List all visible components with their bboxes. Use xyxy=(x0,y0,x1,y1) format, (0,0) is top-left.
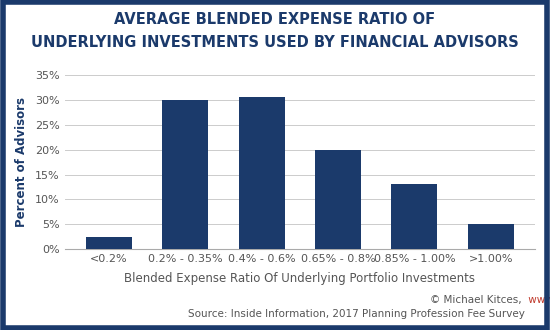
X-axis label: Blended Expense Ratio Of Underlying Portfolio Investments: Blended Expense Ratio Of Underlying Port… xyxy=(124,272,475,285)
Text: UNDERLYING INVESTMENTS USED BY FINANCIAL ADVISORS: UNDERLYING INVESTMENTS USED BY FINANCIAL… xyxy=(31,35,519,50)
Bar xyxy=(392,184,437,249)
Text: AVERAGE BLENDED EXPENSE RATIO OF: AVERAGE BLENDED EXPENSE RATIO OF xyxy=(114,12,436,26)
Bar xyxy=(86,237,132,249)
Bar xyxy=(239,97,284,249)
Y-axis label: Percent of Advisors: Percent of Advisors xyxy=(15,97,28,227)
Text: © Michael Kitces,: © Michael Kitces, xyxy=(430,295,525,305)
Bar xyxy=(162,100,208,249)
Bar xyxy=(315,150,361,249)
Bar xyxy=(468,224,514,249)
Text: www.kitces.com: www.kitces.com xyxy=(525,295,550,305)
Text: Source: Inside Information, 2017 Planning Profession Fee Survey: Source: Inside Information, 2017 Plannin… xyxy=(188,309,525,319)
